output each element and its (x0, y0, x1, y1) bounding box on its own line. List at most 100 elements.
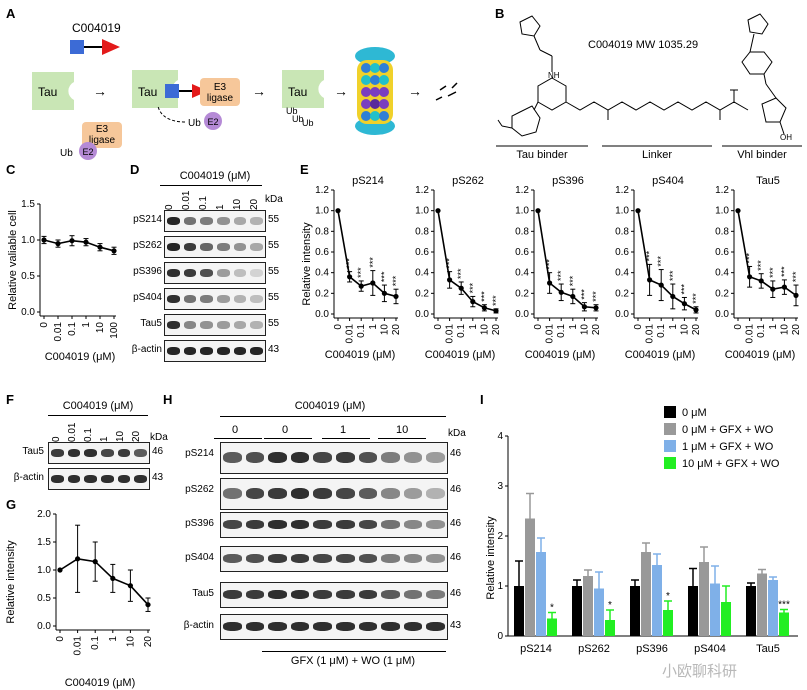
panel-d-blot-actin-band (183, 347, 197, 355)
panel-d-blot-actin (164, 340, 266, 362)
tau-protein-2 (132, 70, 178, 108)
panel-c-xtick-label: 0.1 (67, 322, 78, 336)
peptide-fragments (435, 82, 458, 101)
svg-text:Ub: Ub (60, 148, 73, 159)
panel-i-bar (779, 612, 789, 636)
tau-protein-3 (282, 70, 324, 108)
panel-i-bar (594, 588, 604, 636)
panel-g-xtick-label: 0.1 (90, 636, 101, 650)
panel-h-blot-ps214-band (336, 452, 355, 464)
panel-e-3-sig: *** (668, 270, 678, 281)
panel-e-1-xtick-label: 0.1 (456, 324, 467, 338)
panel-e-1-point (435, 208, 441, 214)
panel-e-4-xtick-label: 1 (768, 324, 779, 330)
panel-e-2-sig: *** (556, 270, 566, 281)
panel-e-4-xtick-label: 0.1 (756, 324, 767, 338)
panel-e-subplot-title: pS262 (452, 175, 484, 187)
panel-h-blot-ps262-band (290, 488, 310, 500)
panel-e-3-point (681, 301, 687, 307)
panel-b-structure: C004019 MW 1035.29 NH OH Tau binder Link… (496, 13, 802, 161)
panel-h-kda-value: 43 (450, 620, 462, 631)
panel-e-3-sig: *** (645, 250, 655, 261)
panel-h-row-label: pS262 (185, 484, 214, 495)
panel-i-legend-swatch (664, 440, 676, 452)
panel-h-blot-ps404 (220, 546, 448, 572)
panel-i-sig: * (666, 591, 670, 602)
panel-i-legend-swatch (664, 457, 676, 469)
panel-e-4-ytick-label: 0.4 (715, 268, 729, 279)
panel-d-row-label: pS262 (133, 240, 162, 251)
panel-d-conc-label: 0 (164, 204, 175, 210)
tau-binder-label: Tau binder (516, 149, 568, 161)
panel-d-blot-tau5-band (167, 321, 180, 329)
panel-h-blot-ps214-band (381, 452, 400, 464)
panel-e-0-xtick-label: 0.01 (345, 324, 356, 344)
panel-e-4-sig: *** (779, 266, 789, 277)
panel-h-footer: GFX (1 μM) + WO (1 μM) (290, 655, 416, 667)
panel-h-blot-actin-band (313, 622, 332, 632)
panel-f-conc-label: 1 (99, 436, 110, 442)
panel-f-blot-actin-band (51, 475, 64, 483)
panel-h-blot-ps396-band (381, 520, 400, 530)
panel-e-4-point (781, 284, 787, 290)
panel-g-line (59, 557, 149, 606)
panel-d-blot-ps262-band (250, 243, 263, 251)
panel-e-4-sig: *** (791, 271, 801, 282)
panel-h-blot-ps404-band (358, 554, 378, 564)
panel-d-blot-tau5-band (183, 321, 197, 329)
panel-i-legend-label: 10 μM + GFX + WO (682, 458, 780, 470)
panel-h-blot-ps262-band (336, 488, 355, 500)
panel-i-bar (572, 586, 582, 636)
panel-h-blot-tau5-band (381, 590, 400, 600)
panel-d-blot-ps214-band (233, 217, 247, 225)
panel-d-kda-value: 43 (268, 344, 280, 355)
panel-d-blot-ps396-band (250, 269, 263, 277)
panel-e-xlabel: C004019 (μM) (525, 349, 596, 361)
panel-e-1-point (470, 299, 476, 305)
panel-e-4-xtick-label: 0 (733, 324, 744, 330)
panel-f-blot-tau5-band (84, 449, 97, 457)
panel-h-blot-ps396-band (268, 520, 287, 530)
panel-e-3-xtick-label: 20 (691, 324, 702, 336)
panel-c-point (69, 238, 75, 244)
panel-i-category-label: pS262 (578, 643, 610, 655)
panel-e-0-ytick-label: 0.0 (315, 309, 329, 320)
panel-e-2-ytick-label: 0.0 (515, 309, 529, 320)
panel-e-0-point (381, 290, 387, 296)
panel-f-conc-label: 20 (131, 430, 142, 442)
panel-i-category-label: Tau5 (756, 643, 780, 655)
panel-f-blot-tau5 (48, 442, 150, 464)
panel-e-3-xtick-label: 10 (679, 324, 690, 336)
panel-d-blot-ps404-band (167, 295, 180, 303)
panel-i-bar (605, 620, 615, 636)
panel-f-blot-actin-band (101, 475, 114, 483)
panel-c-ytick-label: 0.0 (21, 307, 35, 318)
panel-d-blot-ps214-band (183, 217, 197, 225)
panel-e-chart: Relative intensity pS214 0.0 0.2 0.4 0.6 0.8 1… (301, 175, 802, 361)
panel-d-blot-ps404-band (183, 295, 197, 303)
panel-i-bar (547, 618, 557, 636)
panel-g-xtick-label: 0 (55, 636, 66, 642)
linker-label: Linker (642, 149, 672, 161)
panel-h-group-line (378, 438, 426, 439)
panel-h-blot-actin-band (268, 622, 287, 632)
panel-e-1-ytick-label: 0.6 (415, 247, 429, 258)
panel-c-point (111, 248, 117, 254)
svg-text:NH: NH (548, 71, 560, 80)
panel-e-1-ytick-label: 1.0 (415, 206, 429, 217)
panel-label-b: B (495, 6, 505, 21)
panel-d-blot-tau5-band (217, 321, 230, 329)
panel-d-blot-ps262-band (200, 243, 213, 251)
panel-h-blot-ps404-band (290, 554, 310, 564)
panel-c-ytick-label: 1.5 (21, 199, 35, 210)
panel-d-blot-ps214-band (200, 217, 213, 225)
panel-h-blot-ps396-band (313, 520, 332, 530)
panel-e-0-ytick-label: 1.0 (315, 206, 329, 217)
panel-h-kda-value: 46 (450, 552, 462, 563)
panel-h-blot-ps262-band (381, 488, 400, 500)
svg-text:E2: E2 (207, 117, 218, 127)
panel-f-row-label: β-actin (13, 472, 44, 483)
panel-label-c: C (6, 162, 16, 177)
panel-e-2-xtick-label: 1 (568, 324, 579, 330)
panel-h-blot-ps262-band (223, 488, 242, 500)
